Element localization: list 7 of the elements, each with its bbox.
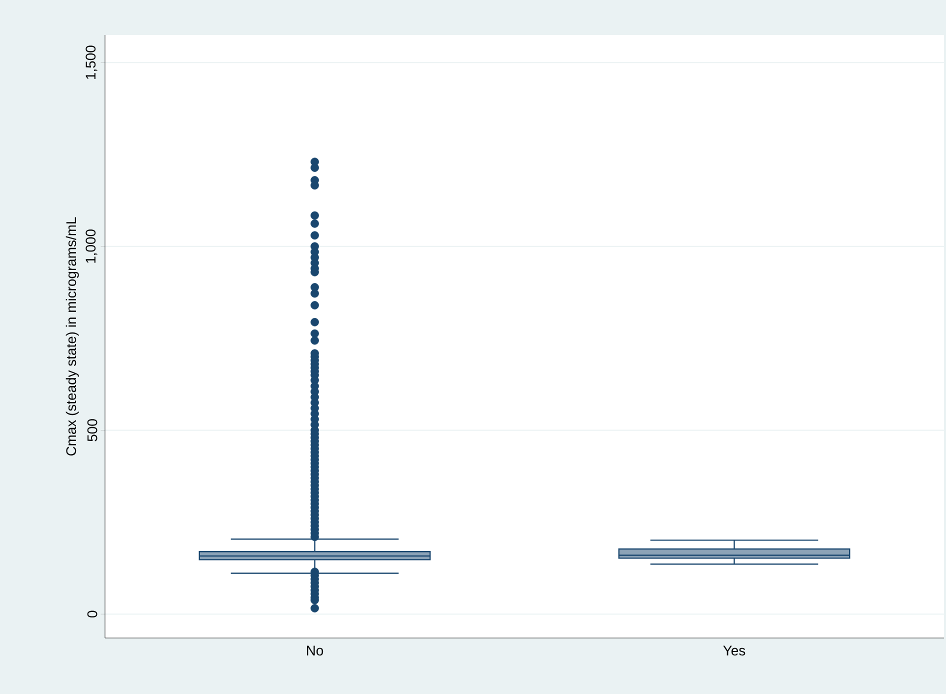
y-tick-label: 1,000 bbox=[86, 230, 98, 263]
x-tick-label: No bbox=[306, 646, 324, 656]
y-axis-title: Cmax (steady state) in micrograms/mL bbox=[66, 217, 79, 456]
y-tick-label: 500 bbox=[87, 419, 98, 442]
y-tick-label: 1,500 bbox=[86, 46, 98, 79]
y-tick-label: 0 bbox=[87, 610, 98, 618]
x-tick-label: Yes bbox=[723, 646, 746, 656]
